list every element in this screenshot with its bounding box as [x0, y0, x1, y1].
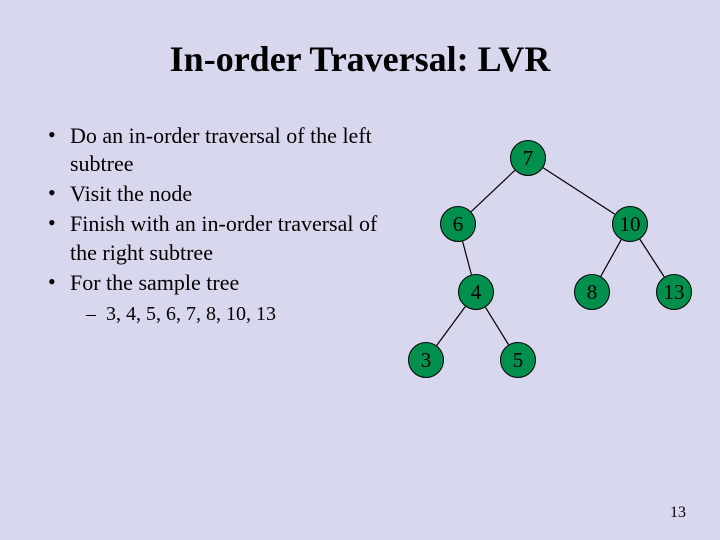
- tree-node: 4: [458, 274, 494, 310]
- list-item: • Visit the node: [48, 180, 380, 208]
- tree-node: 13: [656, 274, 692, 310]
- tree-node: 3: [408, 342, 444, 378]
- sub-bullet-text: 3, 4, 5, 6, 7, 8, 10, 13: [106, 303, 276, 326]
- bullet-text: Finish with an in-order traversal of the…: [70, 210, 380, 266]
- tree-node: 8: [574, 274, 610, 310]
- bullet-marker: •: [48, 122, 70, 178]
- tree-edge: [437, 307, 466, 346]
- tree-node: 5: [500, 342, 536, 378]
- dash-marker: –: [86, 303, 106, 326]
- bullet-marker: •: [48, 210, 70, 266]
- tree-edge: [463, 241, 472, 274]
- slide-title: In-order Traversal: LVR: [0, 0, 720, 80]
- sub-list-item: – 3, 4, 5, 6, 7, 8, 10, 13: [48, 303, 380, 326]
- bullet-marker: •: [48, 180, 70, 208]
- content-area: • Do an in-order traversal of the left s…: [0, 80, 720, 442]
- page-number: 13: [670, 504, 686, 522]
- list-item: • Do an in-order traversal of the left s…: [48, 122, 380, 178]
- list-item: • Finish with an in-order traversal of t…: [48, 210, 380, 266]
- bullet-list: • Do an in-order traversal of the left s…: [0, 122, 380, 442]
- tree-edge: [471, 170, 515, 211]
- tree-node: 7: [510, 140, 546, 176]
- tree-node: 10: [612, 206, 648, 242]
- tree-node: 6: [440, 206, 476, 242]
- bullet-marker: •: [48, 269, 70, 297]
- tree-edge: [601, 240, 621, 277]
- tree-edge: [640, 239, 664, 277]
- tree-diagram: 76 10 4 8 13 3 5: [380, 122, 720, 442]
- list-item: • For the sample tree: [48, 269, 380, 297]
- bullet-text: For the sample tree: [70, 269, 239, 297]
- bullet-text: Do an in-order traversal of the left sub…: [70, 122, 380, 178]
- bullet-text: Visit the node: [70, 180, 192, 208]
- tree-edge: [485, 307, 508, 344]
- tree-edge: [543, 168, 615, 214]
